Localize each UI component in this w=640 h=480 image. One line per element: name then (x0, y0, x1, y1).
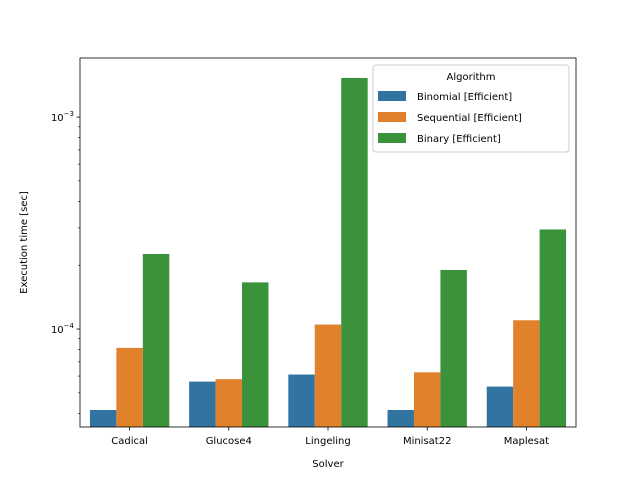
legend-swatch-3 (378, 133, 406, 143)
bar-glucose4-series-2 (215, 379, 243, 427)
bar-maplesat-series-3 (539, 229, 567, 427)
bar-minisat22-series-2 (413, 372, 441, 427)
y-tick-label: 10−3 (51, 110, 74, 124)
x-axis: Cadical Glucose4 Lingeling Minisat22 Maplesa… (111, 427, 549, 447)
x-tick-label: Maplesat (504, 436, 549, 447)
y-axis-label: Execution time [sec] (19, 191, 30, 294)
legend-box (372, 64, 570, 153)
bar-minisat22-series-1 (387, 409, 414, 427)
bar-cadical-series-2 (116, 347, 143, 427)
legend-label-1: Binomial [Efficient] (417, 92, 512, 103)
bar-maplesat-series-2 (513, 320, 540, 427)
x-tick-label: Minisat22 (403, 436, 452, 447)
bar-minisat22-series-3 (440, 269, 467, 427)
x-tick-label: Glucose4 (206, 436, 252, 447)
bar-glucose4-series-3 (242, 282, 269, 427)
x-tick-label: Lingeling (305, 436, 350, 447)
bar-cadical-series-3 (142, 253, 170, 427)
legend-swatch-1 (378, 91, 406, 101)
bars-group (89, 77, 567, 428)
legend-label-2: Sequential [Efficient] (417, 113, 522, 124)
legend: Algorithm Binomial [Efficient] Sequential… (372, 64, 570, 153)
bar-glucose4-series-1 (189, 381, 216, 427)
bar-lingeling-series-3 (341, 77, 368, 428)
bar-lingeling-series-2 (314, 324, 342, 427)
y-axis: 10−4 10−3 (51, 110, 80, 414)
x-axis-label: Solver (312, 459, 344, 470)
legend-title: Algorithm (447, 72, 496, 83)
bar-lingeling-series-1 (288, 374, 315, 427)
y-tick-label: 10−4 (51, 322, 75, 336)
legend-label-3: Binary [Efficient] (417, 134, 501, 145)
bar-cadical-series-1 (89, 409, 117, 427)
legend-swatch-2 (378, 112, 406, 122)
bar-maplesat-series-1 (486, 386, 514, 427)
x-tick-label: Cadical (111, 436, 148, 447)
plot-frame (79, 57, 577, 428)
